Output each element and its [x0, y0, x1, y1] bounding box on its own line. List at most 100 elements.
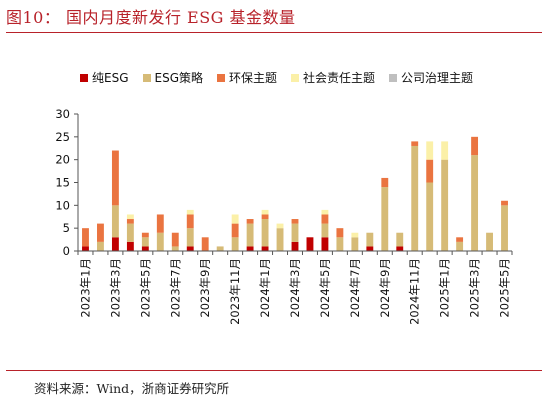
- bar-segment: [426, 159, 434, 183]
- x-tick-label: 2024年3月: [288, 258, 302, 318]
- bar-segment: [111, 150, 119, 206]
- legend-label: 环保主题: [229, 71, 278, 85]
- x-tick-label: 2025年5月: [498, 258, 512, 318]
- bar-segment: [246, 223, 254, 247]
- bar-segment: [126, 219, 134, 224]
- figure-title: 图10： 国内月度新发行 ESG 基金数量: [6, 8, 296, 27]
- legend-item-esg-strategy: ESG策略: [142, 69, 204, 86]
- bar-segment: [171, 232, 179, 247]
- bar-segment: [426, 141, 434, 160]
- chart-legend: 纯ESG ESG策略 环保主题 社会责任主题 公司治理主题: [80, 69, 487, 86]
- bar-segment: [261, 214, 269, 220]
- bar-segment: [97, 223, 104, 242]
- bar-segment: [366, 232, 374, 247]
- bar-segment: [306, 237, 314, 251]
- x-tick-label: 2025年1月: [438, 258, 452, 318]
- bar-segment: [276, 223, 284, 229]
- bar-segment: [456, 237, 464, 242]
- bar-segment: [111, 205, 119, 238]
- legend-item-environment: 环保主题: [217, 69, 277, 86]
- bar-segment: [381, 187, 389, 251]
- x-tick-label: 2024年5月: [318, 258, 332, 318]
- bar-segment: [141, 237, 149, 247]
- bar-segment: [216, 246, 224, 251]
- bar-segment: [231, 237, 239, 251]
- y-tick-label: 30: [55, 107, 70, 121]
- footer-rule: [6, 370, 542, 371]
- bar-segment: [261, 209, 269, 215]
- x-tick-label: 2024年1月: [258, 258, 272, 318]
- legend-label: 公司治理主题: [401, 71, 474, 85]
- bar-segment: [426, 182, 434, 251]
- title-underline: [6, 32, 542, 33]
- bar-segment: [126, 223, 134, 242]
- bar-segment: [231, 223, 239, 238]
- bar-segment: [456, 241, 464, 251]
- x-tick-label: 2023年3月: [108, 258, 122, 318]
- y-tick-label: 25: [55, 130, 70, 144]
- bar-segment: [246, 246, 254, 251]
- bar-segment: [486, 232, 493, 251]
- bar-segment: [156, 232, 164, 251]
- x-tick-label: 2023年7月: [168, 258, 182, 318]
- bar-segment: [291, 223, 299, 242]
- bar-segment: [411, 145, 419, 251]
- bar-segment: [291, 241, 299, 251]
- bar-segment: [321, 214, 329, 224]
- x-tick-label: 2023年1月: [78, 258, 92, 318]
- bar-segment: [501, 205, 508, 251]
- bar-segment: [336, 228, 344, 238]
- legend-item-social: 社会责任主题: [291, 69, 375, 86]
- legend-swatch: [291, 73, 300, 82]
- bar-segment: [141, 232, 149, 238]
- x-tick-label: 2023年11月: [228, 258, 242, 325]
- bar-segment: [186, 214, 194, 229]
- bar-segment: [381, 177, 389, 188]
- bar-segment: [186, 209, 194, 215]
- x-tick-label: 2025年3月: [468, 258, 482, 318]
- bar-segment: [201, 237, 209, 251]
- bar-segment: [111, 237, 119, 251]
- legend-item-governance: 公司治理主题: [389, 69, 473, 86]
- bar-segment: [261, 246, 269, 251]
- x-tick-label: 2024年11月: [408, 258, 422, 325]
- legend-swatch: [389, 73, 398, 82]
- legend-item-pure-esg: 纯ESG: [80, 69, 129, 86]
- bar-segment: [171, 246, 179, 251]
- legend-label: ESG策略: [154, 71, 204, 85]
- source-note: 资料来源：Wind，浙商证券研究所: [34, 381, 230, 396]
- bar-segment: [276, 228, 284, 251]
- bar-segment: [351, 237, 359, 251]
- legend-swatch: [217, 73, 225, 82]
- bar-segment: [126, 214, 134, 220]
- bar-segment: [396, 246, 404, 251]
- bar-segment: [501, 200, 508, 206]
- bar-segment: [441, 159, 449, 251]
- legend-swatch: [80, 73, 88, 82]
- x-tick-label: 2024年7月: [348, 258, 362, 318]
- legend-swatch: [142, 73, 151, 82]
- y-tick-label: 0: [63, 244, 70, 258]
- x-tick-label: 2023年9月: [198, 258, 212, 318]
- bar-segment: [411, 141, 419, 146]
- bar-segment: [321, 237, 329, 251]
- bar-segment: [471, 155, 479, 251]
- bar-segment: [321, 209, 329, 215]
- y-tick-label: 5: [63, 221, 70, 235]
- bar-segment: [336, 237, 344, 251]
- bar-segment: [186, 228, 194, 247]
- bar-segment: [321, 223, 329, 238]
- bar-segment: [246, 219, 254, 224]
- y-tick-label: 10: [55, 198, 70, 212]
- bar-segment: [156, 214, 164, 233]
- bar-segment: [351, 232, 359, 238]
- bar-segment: [82, 246, 89, 251]
- bar-segment: [366, 246, 374, 251]
- bar-segment: [396, 232, 404, 247]
- bar-segment: [97, 241, 104, 251]
- x-tick-label: 2024年9月: [378, 258, 392, 318]
- bar-segment: [471, 136, 479, 156]
- legend-label: 纯ESG: [92, 71, 129, 85]
- bar-segment: [231, 214, 239, 224]
